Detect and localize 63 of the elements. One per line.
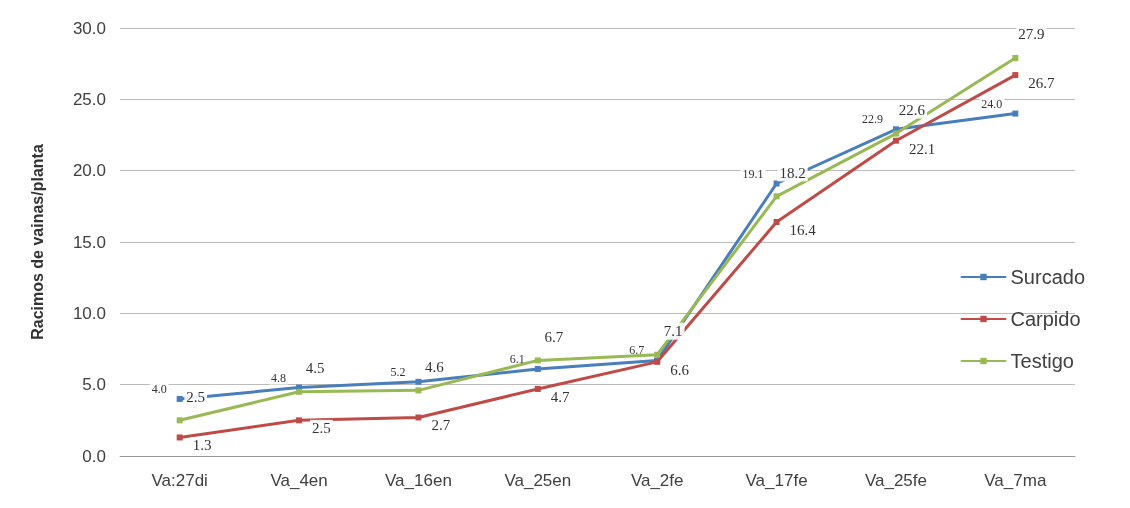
y-tick-label: 30.0 [72,18,106,38]
point [534,365,541,372]
x-tick-label: Va_2fe [630,471,684,490]
y-tick-label: 20.0 [72,161,106,181]
data-label: 2.7 [431,417,451,434]
data-label: 4.5 [305,360,325,377]
y-tick-label: 10.0 [72,303,106,323]
data-label: 4.6 [425,358,445,375]
y-tick-label: 15.0 [72,232,106,252]
data-label: 22.1 [908,140,936,157]
data-label: 22.6 [898,102,926,119]
data-label: 4.0 [151,381,167,396]
point [773,193,780,200]
point [176,434,183,441]
data-label: 18.2 [779,164,806,181]
legend-label: Carpido [1010,308,1081,330]
y-axis-title: Racimos de vainas/planta [28,144,46,340]
x-tick-label: Va_16en [385,471,452,490]
legend-label: Testigo [1010,350,1074,372]
x-tick-label: Va:27di [151,471,208,490]
data-label: 27.9 [1018,26,1045,43]
point [773,180,780,187]
data-label: 4.8 [271,370,287,385]
x-tick-label: Va_25fe [864,471,927,490]
point [415,378,422,385]
data-label: 26.7 [1028,75,1056,92]
data-label: 2.5 [186,388,206,405]
point [415,414,422,421]
data-label: 6.7 [629,343,645,358]
point [1012,110,1019,117]
y-tick-label: 5.0 [82,375,106,395]
data-label: 2.5 [312,420,331,437]
point [415,387,422,394]
point [296,388,303,395]
data-label: 19.1 [742,166,764,181]
data-label: 1.3 [192,437,212,454]
point [176,417,183,424]
data-label: 5.2 [390,364,406,379]
y-tick-label: 25.0 [72,89,106,109]
data-label: 22.9 [861,112,883,127]
point [892,130,899,137]
point [773,219,780,226]
point [534,357,541,364]
data-label: 24.0 [981,96,1003,111]
legend-label: Surcado [1010,266,1086,288]
point [534,385,541,392]
data-label: 6.1 [509,351,525,366]
y-tick-label: 0.0 [82,446,106,466]
data-label: 16.4 [789,222,817,239]
point [176,395,183,402]
data-label: 4.7 [550,388,571,405]
point [654,351,661,358]
x-tick-label: Va_17fe [745,471,808,490]
point [296,417,303,424]
data-label: 7.1 [663,323,683,340]
x-tick-label: Va_25en [504,471,572,490]
x-tick-label: Va_4en [270,471,328,490]
point [1012,72,1019,79]
point [892,137,899,144]
point [1012,54,1019,61]
x-tick-label: Va_7ma [984,471,1047,490]
data-label: 6.7 [544,328,564,345]
data-label: 6.6 [670,361,690,378]
